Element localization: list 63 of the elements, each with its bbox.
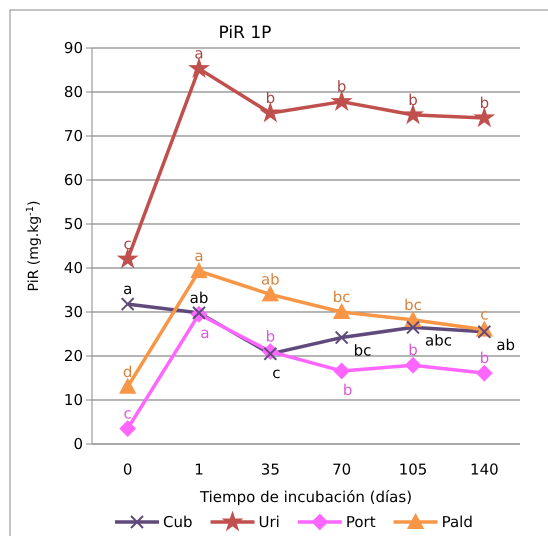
point — [260, 102, 280, 122]
x-tick-label: 35 — [260, 460, 280, 479]
y-tick-label: 70 — [64, 126, 83, 145]
annotation: b — [336, 78, 346, 96]
point — [334, 362, 350, 379]
legend-label: Cub — [163, 513, 193, 531]
x-tick-label: 0 — [122, 460, 132, 479]
y-tick-label: 60 — [64, 170, 83, 189]
point — [406, 320, 420, 334]
point — [262, 286, 278, 302]
point — [403, 104, 423, 124]
annotation: c — [124, 404, 132, 423]
annotation: c — [272, 364, 280, 382]
annotation: bc — [354, 342, 372, 360]
y-tick-label: 30 — [64, 302, 83, 321]
point — [332, 91, 352, 110]
x-tick-label: 1 — [194, 460, 204, 479]
annotation: b — [342, 380, 352, 399]
y-tick-label: 10 — [64, 390, 83, 409]
point — [118, 248, 138, 268]
point — [334, 330, 349, 345]
point — [120, 297, 135, 312]
annotation: b — [266, 328, 276, 346]
legend-label: Uri — [258, 513, 280, 531]
annotation: a — [194, 247, 204, 266]
y-tick-label: 50 — [64, 214, 83, 233]
annotation: ab — [496, 336, 516, 354]
annotation: d — [122, 362, 132, 381]
point — [474, 108, 494, 126]
point — [120, 378, 136, 394]
x-tick-label: 140 — [470, 460, 499, 479]
annotation: bc — [332, 288, 351, 306]
y-tick-label: 80 — [64, 82, 83, 101]
point — [191, 263, 207, 278]
x-tick-label: 105 — [398, 460, 428, 479]
x-tick-label: 70 — [332, 460, 352, 479]
annotation: a — [194, 44, 204, 63]
point — [120, 420, 136, 437]
point — [477, 324, 492, 339]
annotation: ab — [260, 270, 280, 288]
legend-label: Pald — [442, 513, 473, 531]
annotation: ab — [190, 288, 208, 307]
annotation: a — [200, 324, 210, 342]
y-tick-label: 40 — [64, 258, 83, 277]
annotation: abc — [425, 331, 452, 350]
annotation: c — [124, 235, 132, 254]
annotation: b — [408, 341, 418, 360]
legend-label: Port — [346, 513, 376, 531]
annotation: a — [123, 280, 132, 298]
y-tick-label: 0 — [73, 434, 83, 453]
y-tick-label: 90 — [64, 38, 83, 57]
point — [334, 304, 350, 319]
point — [405, 357, 421, 374]
point — [189, 58, 209, 78]
chart-title: PiR 1P — [218, 23, 272, 43]
annotation: bc — [404, 296, 422, 314]
point — [263, 346, 278, 361]
annotation: b — [266, 89, 276, 108]
point — [476, 365, 492, 382]
x-axis-title: Tiempo de incubación (días) — [198, 488, 412, 506]
annotation: b — [480, 94, 490, 112]
annotation: b — [408, 90, 418, 109]
y-tick-label: 20 — [64, 346, 83, 365]
